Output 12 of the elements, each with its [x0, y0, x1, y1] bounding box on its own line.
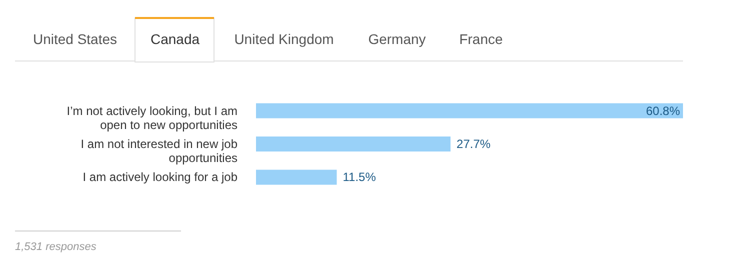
- y-tick-label: I am actively looking for a job: [82, 170, 238, 184]
- data-label: 27.7%: [456, 137, 491, 151]
- text: Germany: [368, 31, 426, 47]
- text: United Kingdom: [234, 31, 334, 47]
- text: 1,531 responses: [15, 241, 97, 253]
- y-tick-label: I’m not actively looking, but I am open to new opportunities: [66, 104, 238, 132]
- text: United States: [32, 31, 118, 47]
- y-tick-label: I am not interested in new job opportunities: [80, 137, 238, 165]
- data-label: 11.5%: [342, 170, 376, 184]
- text: Canada: [150, 31, 200, 47]
- data-label: 60.8%: [646, 104, 680, 118]
- text: France: [459, 31, 503, 47]
